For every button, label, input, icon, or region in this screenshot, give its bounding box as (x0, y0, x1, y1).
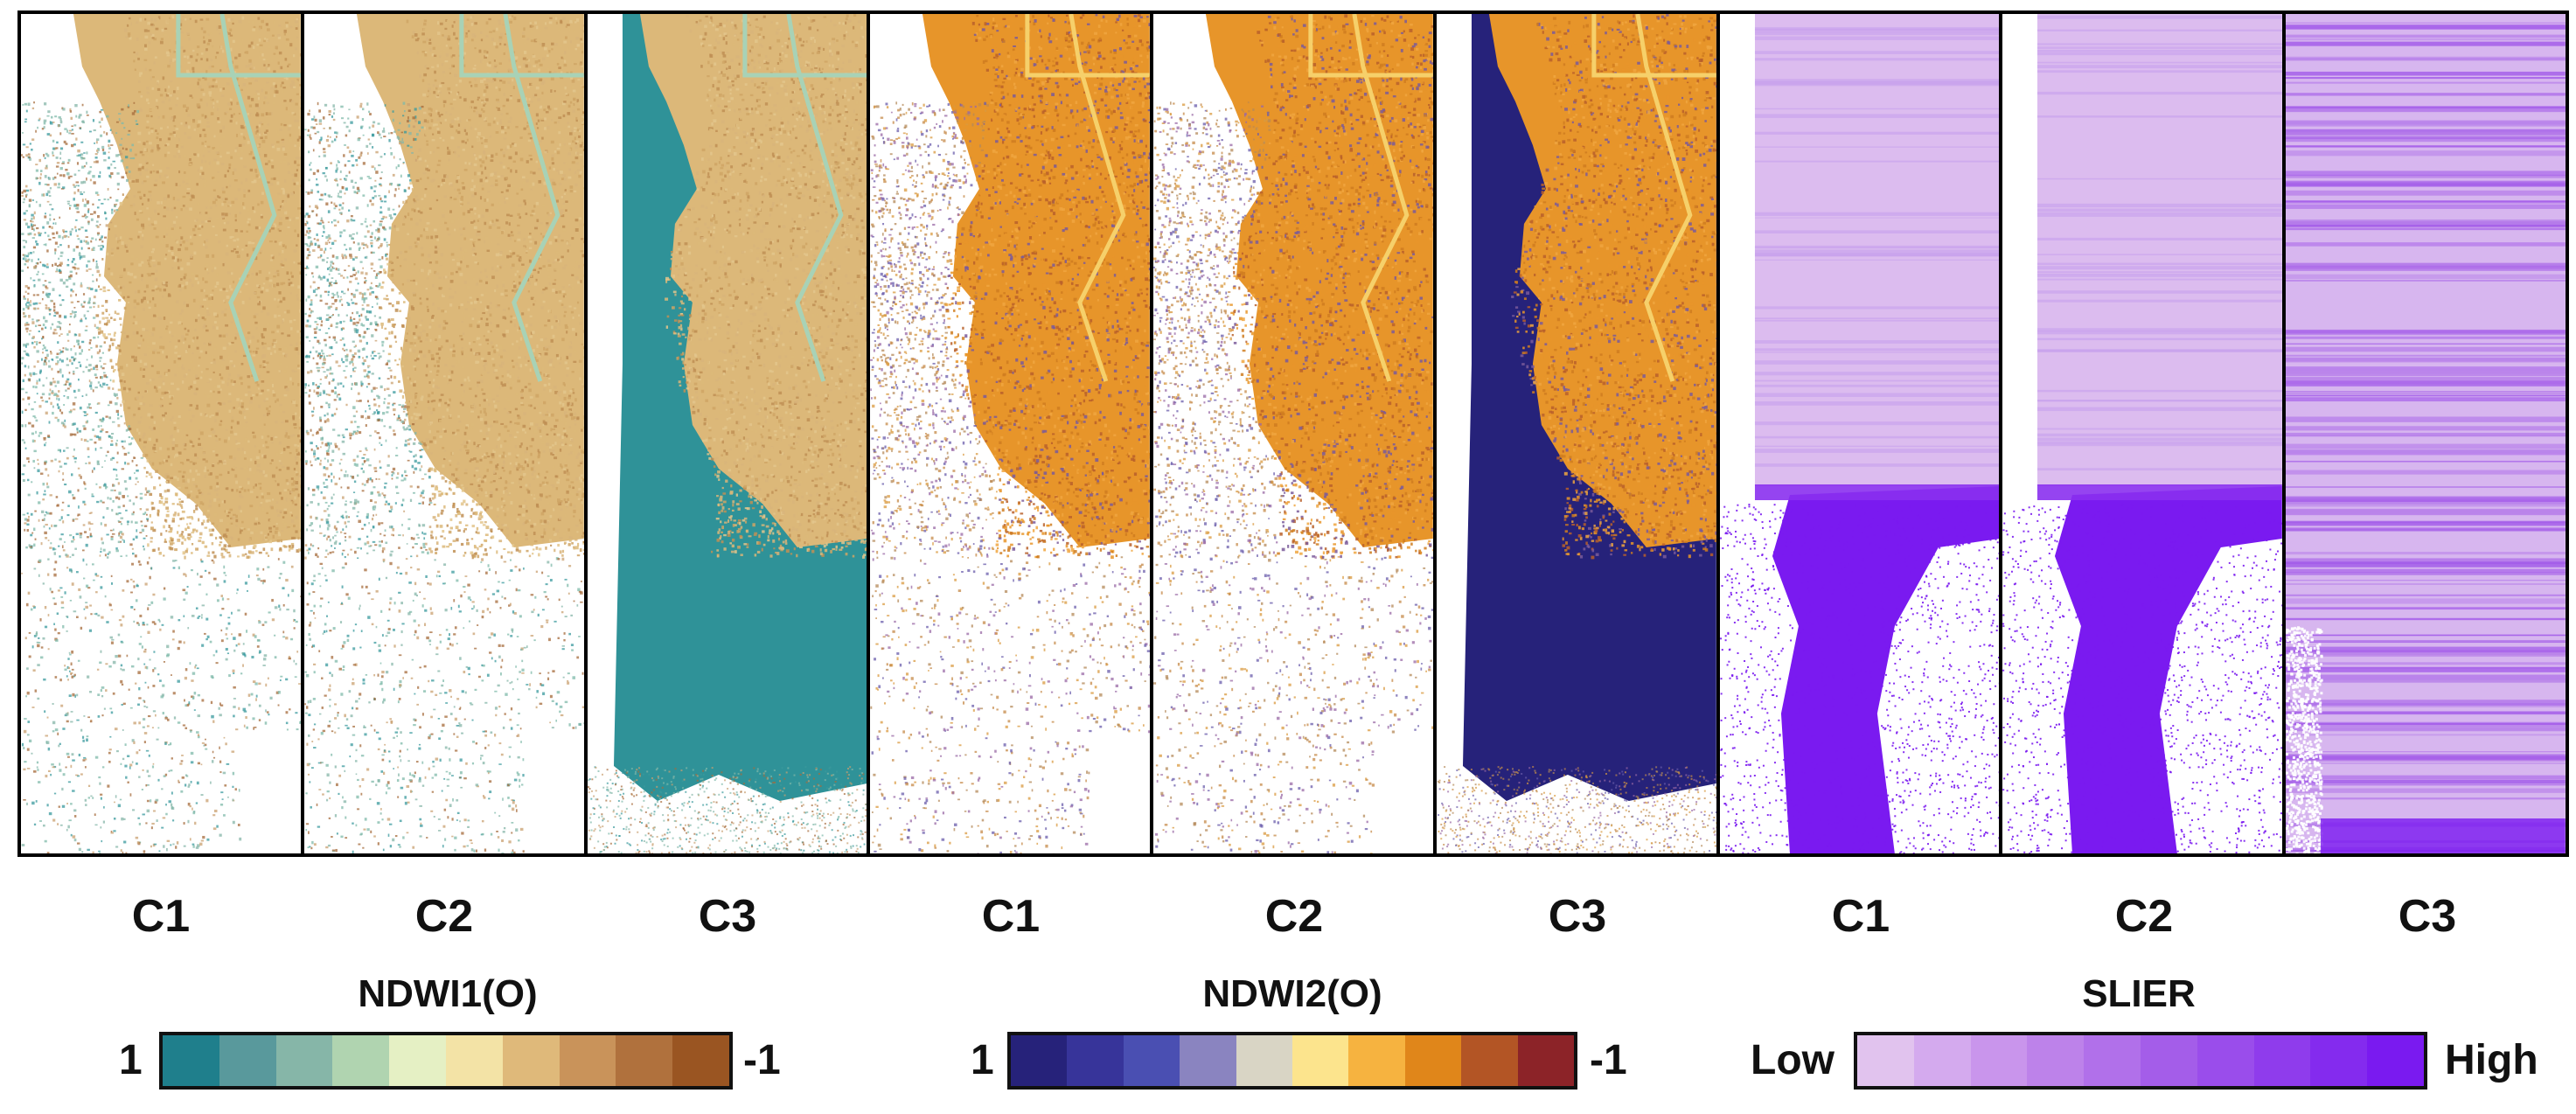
panel-ndwi1-c1 (21, 14, 304, 853)
colorbar-swatch (2027, 1035, 2085, 1086)
panel-slier-c2 (2002, 14, 2287, 853)
point-cloud-image (21, 14, 301, 853)
panel-label: C3 (1525, 890, 1630, 943)
colorbar-swatch (2084, 1035, 2141, 1086)
point-cloud-image (2286, 14, 2566, 853)
panel-ndwi2-c1 (870, 14, 1154, 853)
colorbar-swatch (2197, 1035, 2254, 1086)
panel-ndwi2-c3 (1436, 14, 1720, 853)
point-cloud-image (1437, 14, 1716, 853)
colorbar-title-ndwi2: NDWI2(O) (1117, 972, 1467, 1016)
panel-label: C2 (1242, 890, 1347, 943)
colorbar-swatch (2310, 1035, 2368, 1086)
colorbar-max-label: High (2445, 1035, 2538, 1086)
point-cloud-image (303, 14, 584, 853)
colorbar-swatch (275, 1035, 333, 1086)
colorbar-max-label: -1 (1590, 1035, 1627, 1086)
panel-label: C3 (2375, 890, 2480, 943)
colorbar-swatch (1236, 1035, 1293, 1086)
panel-label: C2 (392, 890, 497, 943)
colorbar-swatch (1348, 1035, 1405, 1086)
panel-label: C3 (675, 890, 780, 943)
colorbar-slier (1854, 1032, 2427, 1090)
colorbar-swatch (1404, 1035, 1462, 1086)
colorbar-min-label: 1 (971, 1035, 994, 1086)
panel-label: C1 (108, 890, 213, 943)
colorbar-swatch (616, 1035, 673, 1086)
colorbar-swatch (2253, 1035, 2311, 1086)
colorbar-swatch (1970, 1035, 2028, 1086)
colorbar-swatch (163, 1035, 219, 1086)
colorbar-swatch (1517, 1035, 1575, 1086)
panel-ndwi1-c3 (587, 14, 871, 853)
colorbar-min-label: Low (1751, 1035, 1835, 1086)
colorbar-swatch (1067, 1035, 1124, 1086)
panel-label: C1 (958, 890, 1063, 943)
colorbar-swatch (2367, 1035, 2424, 1086)
colorbar-swatch (502, 1035, 560, 1086)
point-cloud-image (870, 14, 1151, 853)
colorbar-swatch (1011, 1035, 1068, 1086)
colorbar-swatch (1461, 1035, 1518, 1086)
colorbar-title-ndwi1: NDWI1(O) (273, 972, 623, 1016)
panel-slier-c3 (2286, 14, 2566, 853)
colorbar-swatch (1857, 1035, 1914, 1086)
panel-label: C1 (1808, 890, 1913, 943)
point-cloud-image (587, 14, 867, 853)
colorbar-swatch (2140, 1035, 2197, 1086)
panel-ndwi1-c2 (303, 14, 588, 853)
colorbar-swatch (389, 1035, 446, 1086)
colorbar-swatch (1123, 1035, 1180, 1086)
panel-slier-c1 (1719, 14, 2003, 853)
colorbar-swatch (1913, 1035, 1971, 1086)
colorbar-swatch (1180, 1035, 1236, 1086)
colorbar-max-label: -1 (743, 1035, 781, 1086)
panel-ndwi2-c2 (1153, 14, 1437, 853)
colorbar-min-label: 1 (119, 1035, 143, 1086)
point-cloud-image (1719, 14, 2000, 853)
colorbar-swatch (559, 1035, 616, 1086)
colorbar-swatch (445, 1035, 503, 1086)
point-cloud-image (2002, 14, 2283, 853)
image-panels (17, 10, 2569, 857)
colorbar-title-slier: SLIER (1964, 972, 2314, 1016)
panel-label: C2 (2092, 890, 2197, 943)
colorbar-ndwi1 (159, 1032, 733, 1090)
colorbar-swatch (672, 1035, 729, 1086)
colorbar-swatch (1292, 1035, 1349, 1086)
point-cloud-image (1153, 14, 1433, 853)
colorbar-swatch (219, 1035, 276, 1086)
colorbar-ndwi2 (1007, 1032, 1577, 1090)
colorbar-swatch (332, 1035, 390, 1086)
